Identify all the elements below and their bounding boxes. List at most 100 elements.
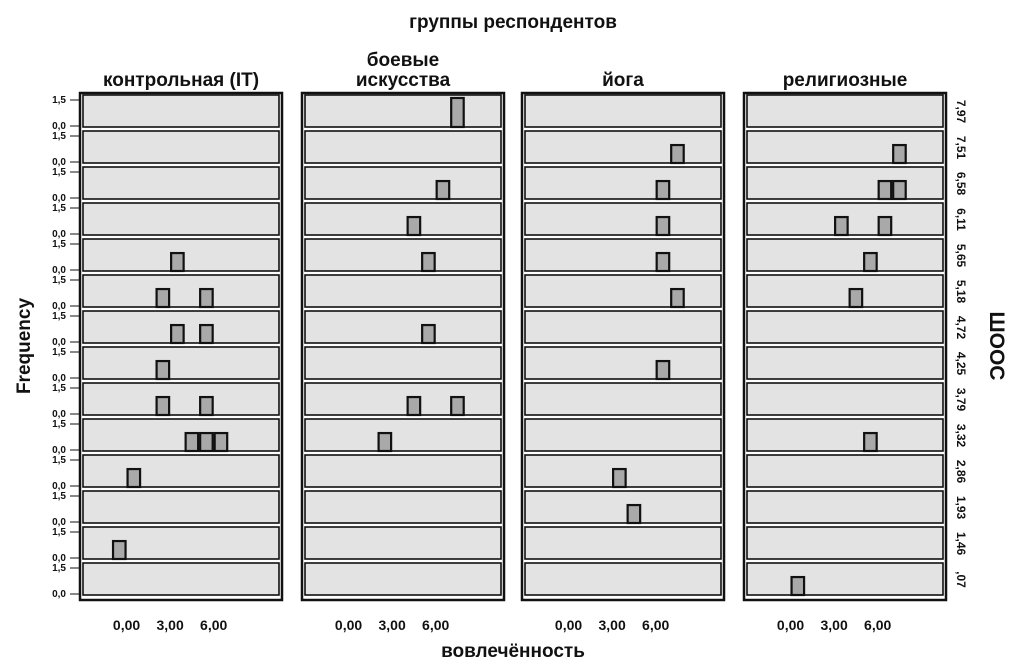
- histogram-bar: [435, 179, 451, 201]
- y-tick-label: 0,0: [52, 301, 66, 312]
- histogram-bar: [790, 575, 806, 597]
- histogram-bar: [170, 251, 185, 273]
- histogram-bar: [670, 287, 685, 309]
- row-label: 6,58: [954, 172, 968, 196]
- facet-panel-r12-c3: [746, 526, 944, 560]
- y-tick-label: 1,5: [52, 563, 66, 574]
- histogram-bar: [612, 467, 627, 489]
- facet-panel-r12-c1: [304, 526, 502, 560]
- y-tick-label: 0,0: [52, 481, 66, 492]
- row-label: 3,79: [954, 388, 968, 412]
- facet-panel-r0-c1: [304, 94, 502, 128]
- facet-panel-r5-c2: [524, 274, 722, 308]
- y-tick-label: 1,5: [52, 311, 66, 322]
- row-label: 7,51: [954, 136, 968, 160]
- column-header: религиозные: [783, 70, 908, 91]
- histogram-bar: [213, 431, 229, 453]
- histogram-bar: [406, 395, 422, 417]
- x-tick-label: 0,00: [113, 617, 140, 633]
- facet-panel-r2-c2: [524, 166, 722, 200]
- x-tick-label: 6,00: [642, 617, 669, 633]
- histogram-bar: [111, 539, 127, 561]
- histogram-bar: [199, 287, 214, 309]
- y-tick-label: 0,0: [52, 193, 66, 204]
- histogram-bar: [877, 215, 893, 237]
- facet-panel-r4-c1: [304, 238, 502, 272]
- y-axis-label: Frequency: [14, 298, 35, 395]
- facet-panel-r1-c0: [82, 130, 280, 164]
- y-tick-label: 1,5: [52, 131, 66, 142]
- facet-panel-r13-c3: [746, 562, 944, 596]
- histogram-bar: [626, 503, 642, 525]
- y-tick-label: 0,0: [52, 373, 66, 384]
- facet-panel-r11-c3: [746, 490, 944, 524]
- y-tick-label: 0,0: [52, 265, 66, 276]
- x-tick-label: 3,00: [598, 617, 625, 633]
- x-tick-label: 6,00: [422, 617, 449, 633]
- facet-panel-r4-c3: [746, 238, 944, 272]
- histogram-bar: [863, 251, 878, 273]
- y-tick-label: 1,5: [52, 203, 66, 214]
- x-tick-label: 0,00: [555, 617, 582, 633]
- facet-panel-r4-c2: [524, 238, 722, 272]
- y-tick-label: 0,0: [52, 517, 66, 528]
- facet-panel-r6-c3: [746, 310, 944, 344]
- histogram-bar: [655, 359, 671, 381]
- histogram-bar: [126, 467, 142, 489]
- facet-panel-r7-c1: [304, 346, 502, 380]
- facet-panel-r9-c1: [304, 418, 502, 452]
- y-tick-label: 0,0: [52, 589, 66, 600]
- histogram-bar: [155, 395, 171, 417]
- y-tick-label: 0,0: [52, 409, 66, 420]
- histogram-bar: [170, 323, 185, 345]
- facet-panel-r11-c0: [82, 490, 280, 524]
- x-tick-label: 3,00: [156, 617, 183, 633]
- facet-panel-r1-c3: [746, 130, 944, 164]
- facet-panel-r13-c0: [82, 562, 280, 596]
- histogram-bar: [834, 215, 849, 237]
- facet-panel-r7-c3: [746, 346, 944, 380]
- facet-panel-r2-c3: [746, 166, 944, 200]
- histogram-bar: [892, 179, 907, 201]
- y-tick-label: 1,5: [52, 455, 66, 466]
- facet-panel-r9-c3: [746, 418, 944, 452]
- row-label: ,07: [954, 571, 968, 588]
- column-header: боевые искусства: [356, 50, 451, 91]
- y-tick-label: 0,0: [52, 157, 66, 168]
- facet-panel-r6-c2: [524, 310, 722, 344]
- x-axis-label: вовлечённость: [441, 641, 585, 662]
- y-tick-label: 1,5: [52, 95, 66, 106]
- facet-panel-r9-c2: [524, 418, 722, 452]
- facet-panel-r13-c2: [524, 562, 722, 596]
- facet-panel-r0-c0: [82, 94, 280, 128]
- y-tick-label: 1,5: [52, 527, 66, 538]
- facet-panel-r6-c1: [304, 310, 502, 344]
- chart-title: группы респондентов: [409, 12, 617, 33]
- facet-panel-r3-c2: [524, 202, 722, 236]
- row-label: 1,46: [954, 532, 968, 556]
- row-label: 3,32: [954, 424, 968, 448]
- facet-panel-r3-c1: [304, 202, 502, 236]
- y-tick-label: 0,0: [52, 553, 66, 564]
- facet-panel-r7-c2: [524, 346, 722, 380]
- x-tick-label: 0,00: [777, 617, 804, 633]
- facet-panel-r5-c0: [82, 274, 280, 308]
- histogram-bar: [155, 287, 171, 309]
- facet-panel-r8-c3: [746, 382, 944, 416]
- histogram-bar: [655, 215, 671, 237]
- x-tick-label: 6,00: [200, 617, 227, 633]
- facet-panel-r1-c1: [304, 130, 502, 164]
- histogram-bar: [877, 179, 893, 201]
- row-label: 5,65: [954, 244, 968, 268]
- histogram-bar: [670, 143, 685, 165]
- histogram-bar: [421, 251, 436, 273]
- histogram-bar: [848, 287, 864, 309]
- facet-panel-r2-c0: [82, 166, 280, 200]
- y-tick-label: 1,5: [52, 275, 66, 286]
- row-label: 4,25: [954, 352, 968, 376]
- y-tick-label: 0,0: [52, 337, 66, 348]
- histogram-bar: [450, 395, 465, 417]
- y-tick-label: 0,0: [52, 229, 66, 240]
